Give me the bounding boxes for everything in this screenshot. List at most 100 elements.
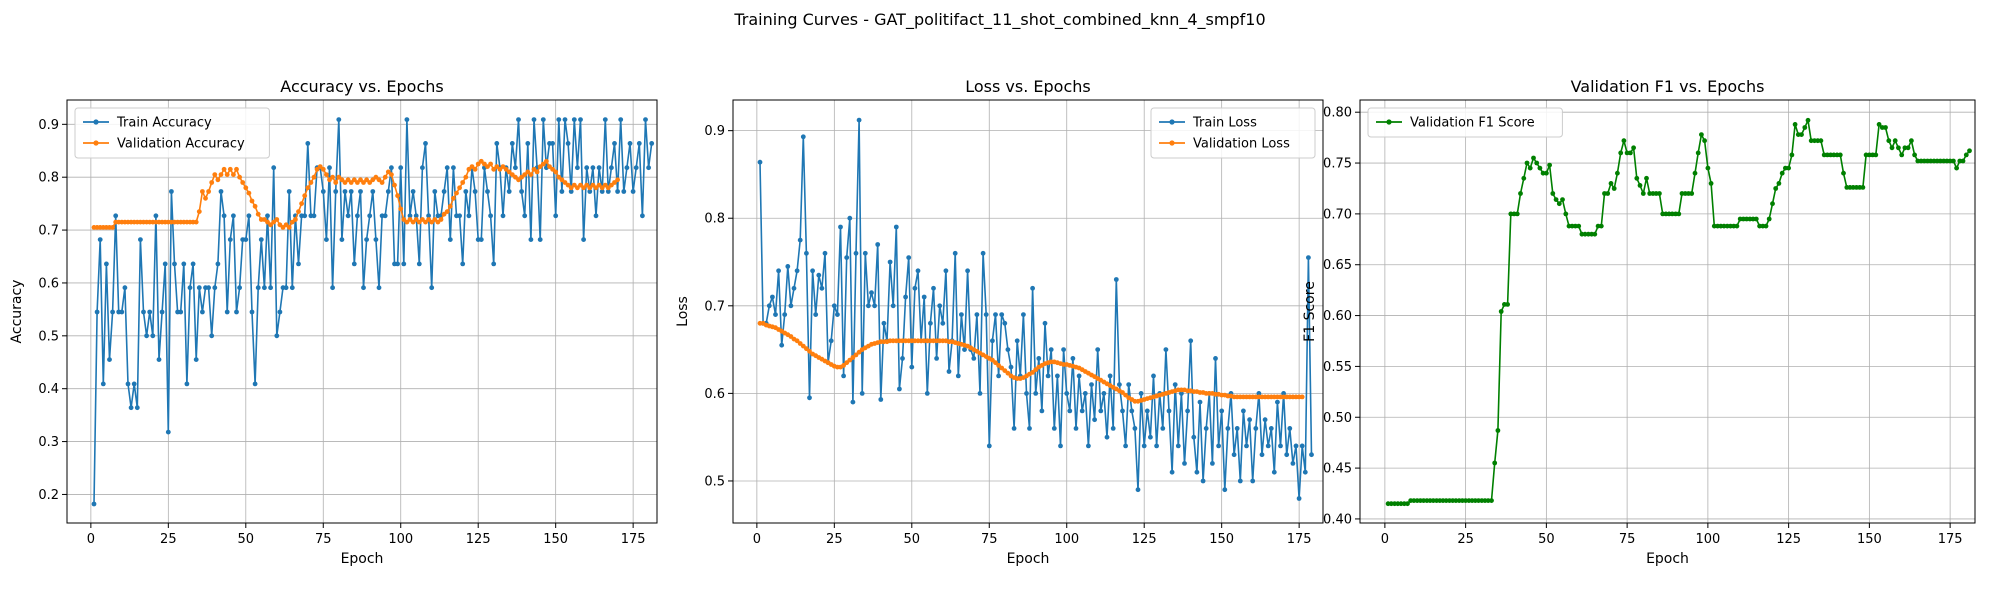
data-point [640,213,645,219]
data-point [1531,155,1536,161]
data-point [1005,347,1011,352]
data-point [550,141,555,146]
data-point [345,177,351,183]
data-point [1498,309,1504,314]
data-point [1773,186,1779,191]
data-point [237,285,243,291]
data-point [1160,426,1166,431]
data-point [389,165,394,171]
data-point [1770,201,1775,207]
data-point [1033,391,1039,396]
data-point [293,217,298,222]
data-point [1779,170,1785,176]
data-point [853,352,859,358]
data-point [1296,496,1302,501]
data-point [429,285,435,291]
data-point [252,381,258,387]
data-point [590,182,596,188]
data-point [1166,408,1172,414]
data-point [209,180,215,185]
data-point [1886,138,1892,144]
data-point [206,189,212,194]
y-tick-label: 0.4 [38,382,59,397]
data-point [1216,443,1221,449]
data-point [813,312,819,317]
data-point [1476,498,1481,503]
data-point [1909,138,1914,144]
data-point [1309,452,1314,458]
data-point [113,213,119,219]
data-point [934,356,939,361]
data-point [125,381,131,387]
y-tick-label: 0.50 [1323,411,1352,426]
data-point [621,189,627,194]
data-point [862,250,868,256]
data-point [165,429,171,435]
data-point [1938,158,1943,164]
data-point [1030,370,1035,375]
data-point [376,285,382,291]
y-axis-label: Accuracy [9,280,25,344]
data-point [1172,382,1178,387]
data-point [1679,191,1685,196]
data-point [1262,417,1268,423]
data-point [447,203,453,209]
data-point [513,165,518,171]
data-point [1123,443,1128,449]
data-point [196,209,202,215]
data-point [1151,373,1156,379]
data-point [262,285,267,291]
data-point [231,172,236,178]
data-point [921,294,927,300]
data-point [265,219,270,225]
data-point [178,309,184,315]
data-point [974,312,980,317]
data-point [283,285,289,291]
data-point [1287,426,1293,431]
data-point [847,215,853,221]
data-point [299,201,304,207]
data-point [568,189,574,194]
data-point [1237,478,1243,484]
data-point [119,309,125,315]
data-point [804,250,809,256]
data-point [361,285,366,291]
data-point [342,180,348,185]
legend-label: Validation Loss [1193,137,1290,152]
y-tick-label: 0.2 [38,488,59,503]
x-tick-label: 0 [1381,532,1389,547]
data-point [1271,469,1277,475]
data-point [1912,152,1917,158]
data-point [1002,320,1008,326]
data-point [599,189,605,194]
data-point [1067,408,1073,414]
y-tick-label: 0.40 [1323,512,1352,527]
data-point [1250,478,1256,484]
data-point [327,165,332,171]
data-point [1129,408,1135,414]
data-point [869,290,874,296]
data-point [224,309,230,315]
data-point [1079,408,1085,414]
data-point [355,213,360,219]
legend: Train Accuracy Validation Accuracy [74,107,270,159]
data-point [859,391,865,396]
data-point [268,222,273,228]
chart-title: Accuracy vs. Epochs [280,77,443,96]
data-point [893,224,899,230]
data-point [485,189,490,194]
data-point [193,357,199,362]
data-point [100,381,106,387]
data-point [296,261,301,267]
data-point [1005,370,1011,376]
data-point [584,182,590,188]
data-point [1200,478,1206,484]
data-point [1753,216,1759,222]
y-tick-label: 0.6 [38,276,59,291]
data-point [1256,391,1262,396]
data-point [1030,285,1035,291]
data-point [519,189,524,194]
data-point [398,206,404,212]
data-point [478,237,484,243]
data-point [887,259,893,265]
